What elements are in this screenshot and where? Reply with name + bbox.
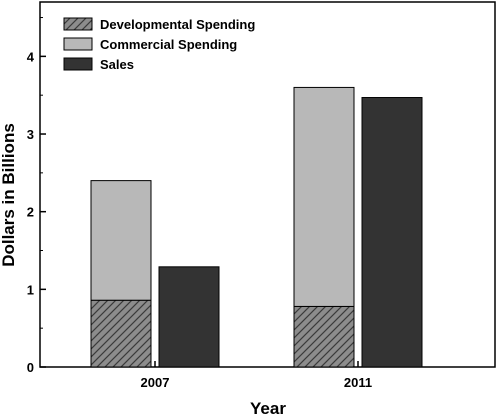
y-axis-title: Dollars in Billions [0,123,18,267]
bar-developmental-spending [293,305,355,368]
x-axis: 2007 2011 [141,361,372,390]
x-tick-label: 2011 [344,375,372,390]
x-tick-label: 2007 [141,375,170,390]
legend-swatch-commercial [63,37,93,51]
y-tick-label: 4 [27,49,35,64]
plot-frame [39,1,496,368]
legend-label-developmental: Developmental Spending [100,17,255,32]
x-axis-title: Year [250,399,286,418]
bar-sales [158,266,220,368]
legend-swatch-developmental [63,17,93,31]
legend-label-sales: Sales [100,57,134,72]
y-tick-label: 1 [27,282,34,297]
legend-label-commercial: Commercial Spending [100,37,237,52]
y-tick-label: 0 [27,360,34,375]
bar-commercial-spending [90,180,152,301]
legend-swatch-sales [63,57,93,71]
bar-sales [361,97,423,368]
y-axis: 0 1 2 3 4 [27,17,46,375]
bars-group [90,86,423,368]
y-tick-label: 2 [27,205,34,220]
bar-commercial-spending [293,86,355,307]
bar-developmental-spending [90,299,152,368]
legend: Developmental Spending Commercial Spendi… [63,17,255,72]
y-tick-label: 3 [27,127,34,142]
